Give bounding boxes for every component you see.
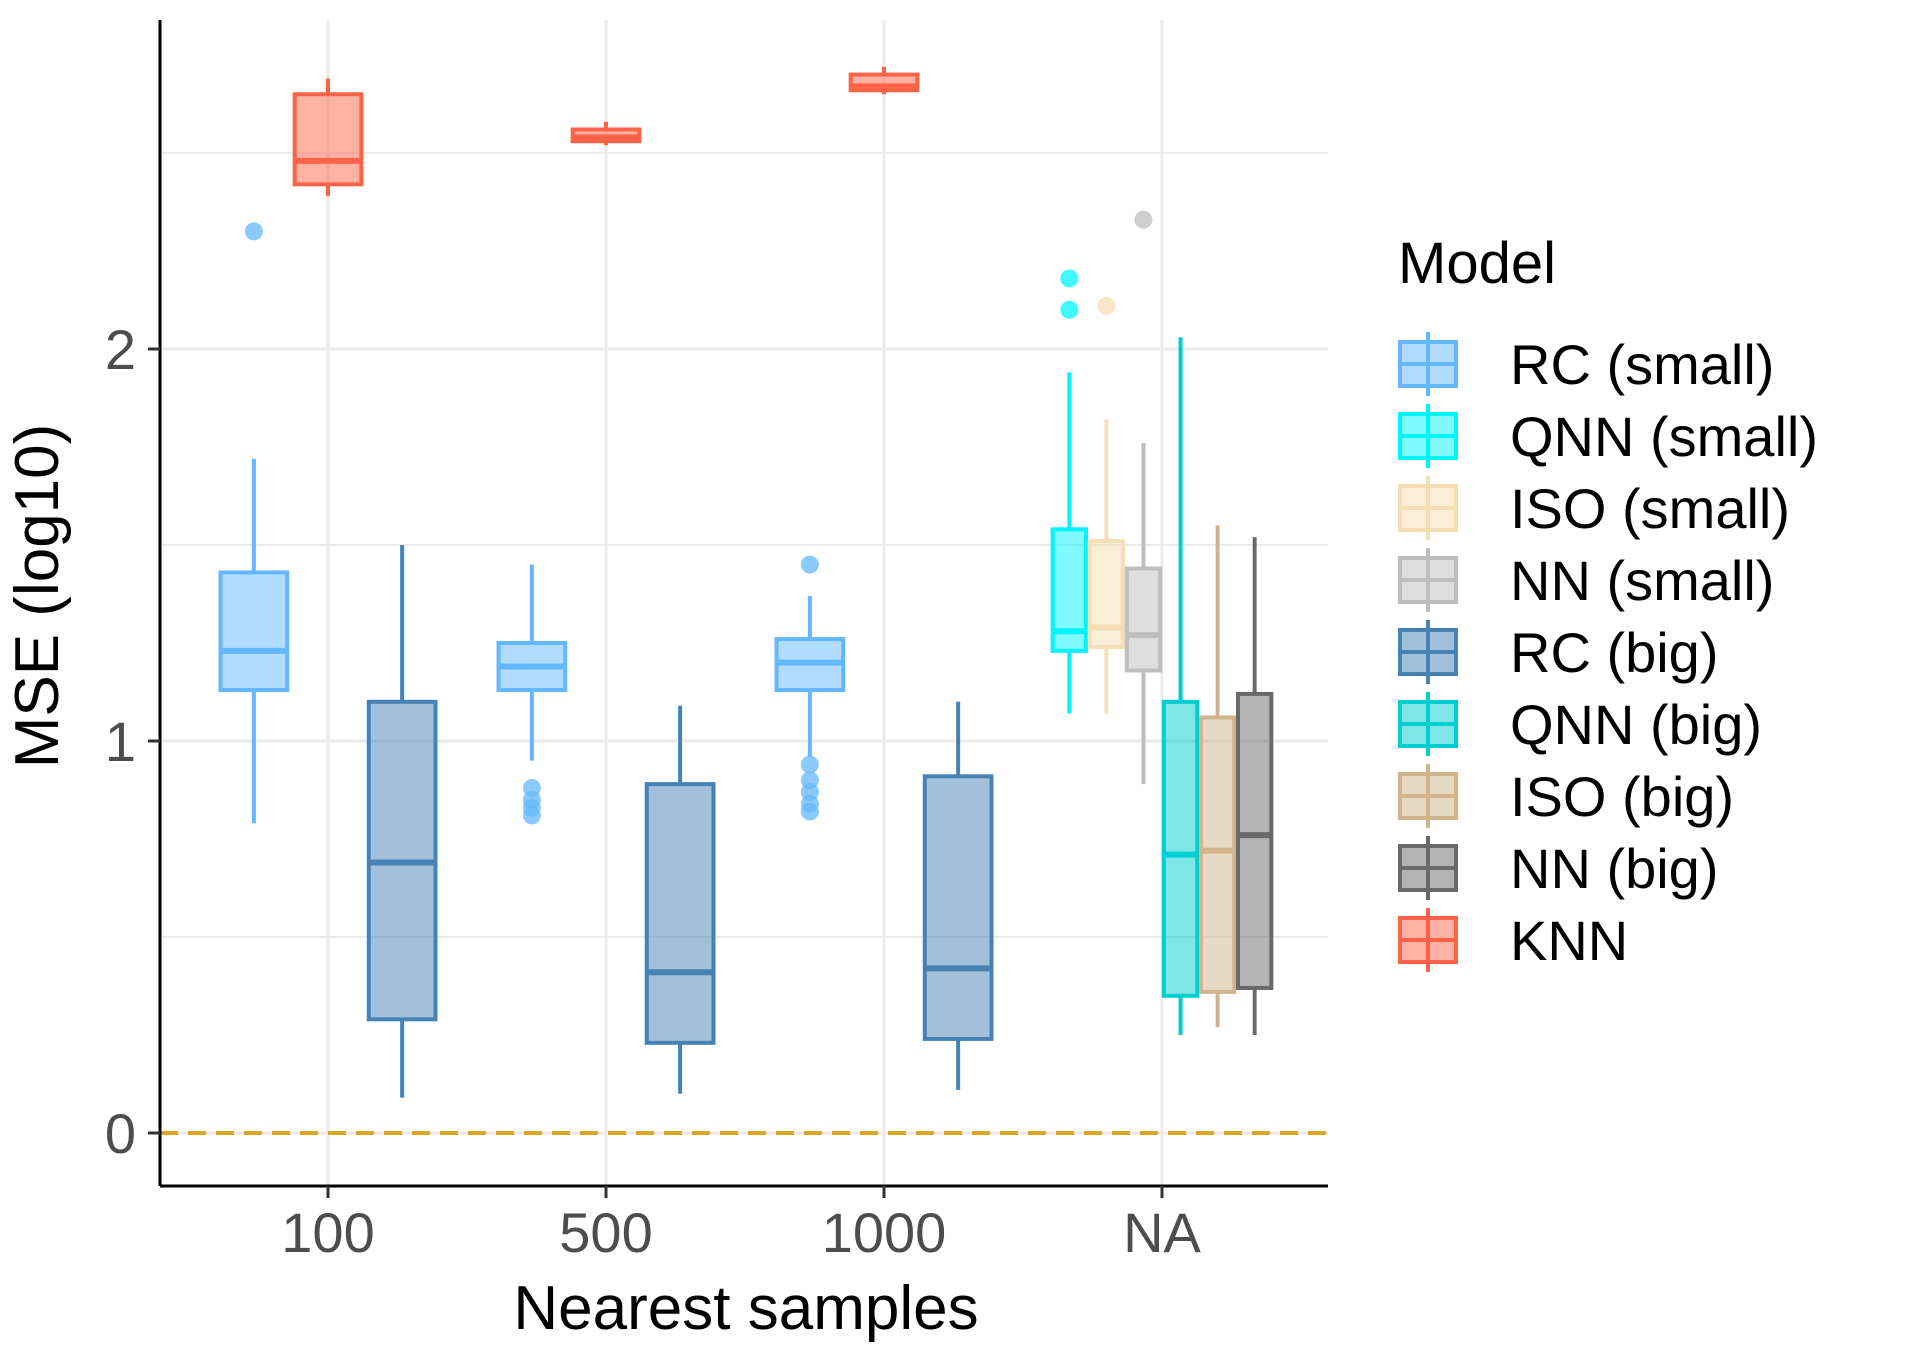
outlier-point xyxy=(800,755,819,774)
x-tick-label: NA xyxy=(1123,1201,1201,1264)
box-nn-small-na xyxy=(1124,210,1163,785)
legend-item: RC (small) xyxy=(1398,332,1774,396)
box-rc-small-500 xyxy=(496,564,568,825)
box-knn-1000 xyxy=(848,66,920,95)
outlier-point xyxy=(1060,300,1079,319)
axes: 0 1 2 100 500 1000 NA xyxy=(105,20,1328,1264)
outlier-point xyxy=(800,555,819,574)
box-iqr xyxy=(1198,715,1237,994)
box-iqr xyxy=(644,782,716,1045)
outlier-point xyxy=(800,802,819,821)
legend-label: QNN (small) xyxy=(1510,405,1818,468)
box-series xyxy=(218,66,1274,1098)
legend-item: KNN xyxy=(1398,908,1628,972)
box-qnn-small-na xyxy=(1050,269,1089,714)
box-rc-small-100 xyxy=(218,222,290,824)
box-qnn-big-na xyxy=(1161,337,1200,1035)
x-axis-title: Nearest samples xyxy=(513,1274,978,1343)
box-rc-big-100 xyxy=(366,545,438,1098)
box-iqr xyxy=(1087,539,1126,649)
y-axis-title: MSE (log10) xyxy=(3,424,72,769)
box-iso-small-na xyxy=(1087,296,1126,714)
box-rc-big-500 xyxy=(644,705,716,1094)
legend-label: NN (small) xyxy=(1510,549,1774,612)
box-iqr xyxy=(218,570,290,693)
x-tick-label: 1000 xyxy=(822,1201,947,1264)
outlier-point xyxy=(522,806,541,825)
legend-label: KNN xyxy=(1510,909,1628,972)
legend-label: QNN (big) xyxy=(1510,693,1762,756)
box-rc-small-1000 xyxy=(774,555,846,821)
legend-label: RC (big) xyxy=(1510,621,1718,684)
box-knn-100 xyxy=(292,78,364,197)
outlier-point xyxy=(1097,296,1116,315)
box-iqr xyxy=(922,774,994,1041)
legend-item: NN (small) xyxy=(1398,548,1774,612)
legend-title: Model xyxy=(1398,231,1556,296)
legend-label: RC (small) xyxy=(1510,333,1774,396)
x-tick-label: 500 xyxy=(559,1201,652,1264)
legend-item: ISO (big) xyxy=(1398,764,1734,828)
x-tick-label: 100 xyxy=(281,1201,374,1264)
legend-label: NN (big) xyxy=(1510,837,1718,900)
legend-label: ISO (big) xyxy=(1510,765,1734,828)
legend: RC (small) QNN (small) ISO (small) NN (smal… xyxy=(1398,332,1818,972)
box-iqr xyxy=(1161,699,1200,998)
y-tick-label: 0 xyxy=(105,1102,136,1165)
box-nn-big-na xyxy=(1235,537,1274,1035)
box-iqr xyxy=(1235,691,1274,990)
outlier-point xyxy=(1134,210,1153,229)
legend-item: QNN (small) xyxy=(1398,404,1818,468)
legend-item: NN (big) xyxy=(1398,836,1718,900)
box-knn-500 xyxy=(570,121,642,146)
outlier-point xyxy=(244,222,263,241)
box-iqr xyxy=(292,92,364,187)
legend-item: ISO (small) xyxy=(1398,476,1790,540)
y-tick-label: 2 xyxy=(105,318,136,381)
box-iqr xyxy=(1124,566,1163,673)
box-rc-big-1000 xyxy=(922,701,994,1090)
legend-item: RC (big) xyxy=(1398,620,1718,684)
box-iso-big-na xyxy=(1198,525,1237,1028)
legend-label: ISO (small) xyxy=(1510,477,1790,540)
y-tick-label: 1 xyxy=(105,710,136,773)
outlier-point xyxy=(1060,269,1079,288)
legend-item: QNN (big) xyxy=(1398,692,1762,756)
